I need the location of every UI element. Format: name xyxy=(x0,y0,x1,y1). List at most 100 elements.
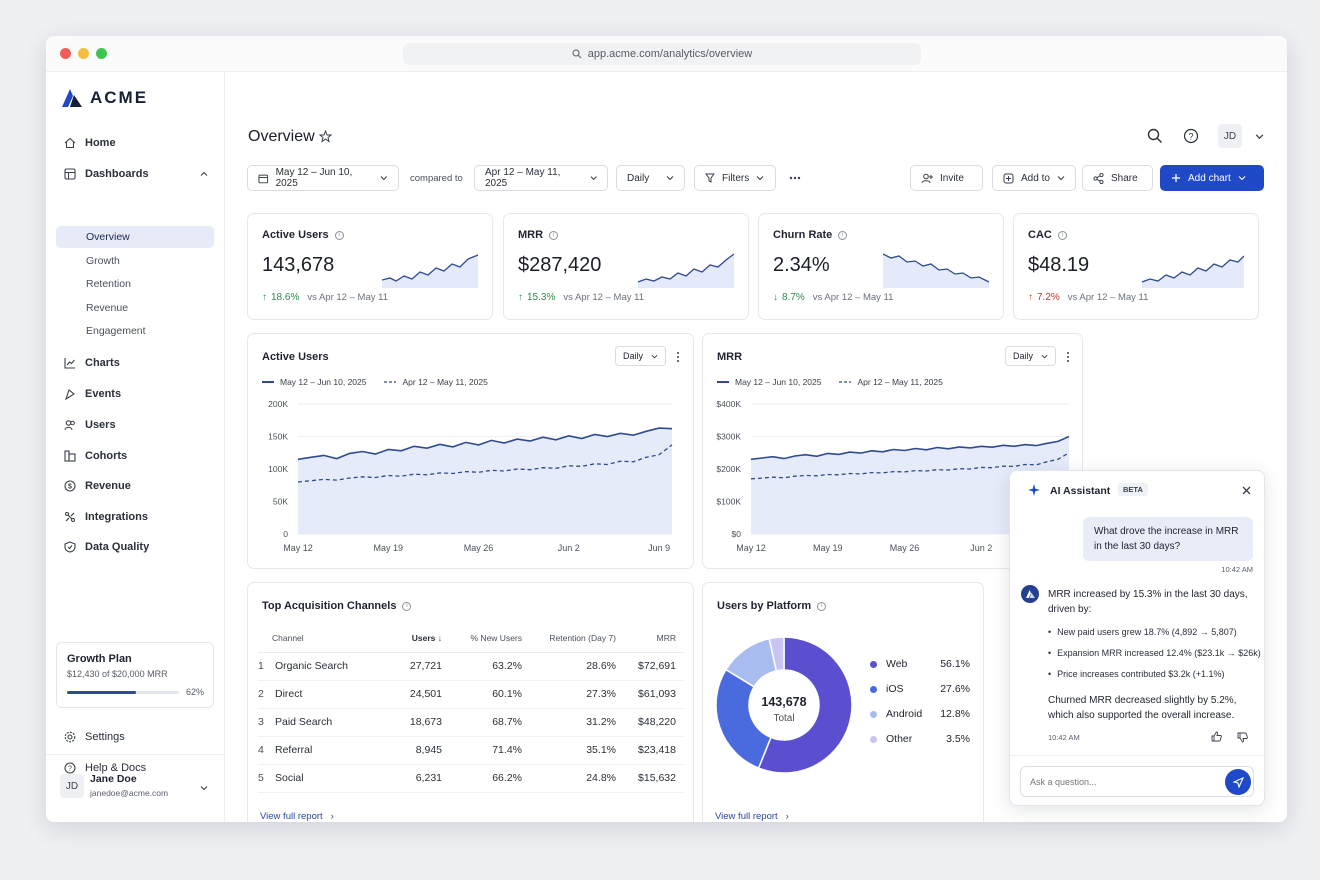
close-icon[interactable] xyxy=(1242,486,1251,495)
users-value: 27,721 xyxy=(409,660,442,672)
compare-range-picker[interactable]: Apr 12 – May 11, 2025 xyxy=(474,165,608,191)
kpi-delta: ↑ 15.3% vs Apr 12 – May 11 xyxy=(518,292,644,303)
date-range-picker[interactable]: May 12 – Jun 10, 2025 xyxy=(247,165,399,191)
column-header-sorted[interactable]: Users ↓ xyxy=(394,625,442,653)
column-header[interactable]: MRR xyxy=(616,625,684,653)
sidebar-item-users[interactable]: Users xyxy=(56,413,214,437)
thumbs-up-icon[interactable] xyxy=(1211,731,1222,742)
column-header[interactable]: Channel xyxy=(258,625,394,653)
view-full-report-link[interactable]: View full report › xyxy=(715,811,789,822)
invite-button[interactable]: Invite xyxy=(910,165,983,191)
info-icon[interactable]: i xyxy=(549,230,559,240)
add-to-button[interactable]: Add to xyxy=(992,165,1076,191)
sidebar-item-revenue[interactable]: $ Revenue xyxy=(56,474,214,498)
plan-card[interactable]: Growth Plan $12,430 of $20,000 MRR 62% xyxy=(56,642,214,708)
table-row[interactable]: 4 Referral 8,945 71.4% 35.1% $23,418 xyxy=(258,736,684,765)
table-cell: 3 Paid Search xyxy=(258,708,394,737)
sidebar-item-charts[interactable]: Charts xyxy=(56,351,214,375)
sidebar-item-home[interactable]: Home xyxy=(56,131,214,155)
sidebar-subitem-growth[interactable]: Growth xyxy=(56,250,214,272)
chevron-up-icon[interactable] xyxy=(200,170,208,178)
chevron-down-icon[interactable] xyxy=(200,784,208,792)
kpi-card-active-users[interactable]: Active Users i 143,678 ↑ 18.6% vs Apr 12 – … xyxy=(247,213,493,320)
info-icon[interactable]: i xyxy=(402,601,412,611)
granularity-select[interactable]: Daily xyxy=(616,165,685,191)
logo[interactable]: ACME xyxy=(62,88,148,108)
table-row[interactable]: 2 Direct 24,501 60.1% 27.3% $61,093 xyxy=(258,680,684,709)
sidebar-subitem-engagement[interactable]: Engagement xyxy=(56,320,214,342)
more-icon[interactable] xyxy=(789,176,801,180)
ask-question-input[interactable] xyxy=(1020,766,1254,797)
add-chart-button[interactable]: Add chart xyxy=(1160,165,1264,191)
chart-granularity-select[interactable]: Daily xyxy=(1005,346,1057,366)
close-window-button[interactable] xyxy=(60,48,71,59)
chart-granularity-select[interactable]: Daily xyxy=(615,346,667,366)
info-icon[interactable]: i xyxy=(334,230,344,240)
y-tick-label: 200K xyxy=(268,399,288,409)
kpi-card-mrr[interactable]: MRR i $287,420 ↑ 15.3% vs Apr 12 – May 11 xyxy=(503,213,749,320)
column-header[interactable]: Retention (Day 7) xyxy=(522,625,616,653)
pie-slice-ios[interactable] xyxy=(715,668,772,770)
thumbs-down-icon[interactable] xyxy=(1237,732,1248,743)
table-row[interactable]: 1 Organic Search 27,721 63.2% 28.6% $72,691 xyxy=(258,652,684,681)
info-icon[interactable]: i xyxy=(817,601,827,611)
channel-name: Organic Search xyxy=(275,660,348,672)
search-icon[interactable] xyxy=(1147,128,1163,144)
sidebar-item-settings[interactable]: Settings xyxy=(56,725,214,749)
kpi-label: Churn Rate xyxy=(773,229,833,241)
legend-dashed-swatch xyxy=(839,381,852,383)
more-vertical-icon[interactable] xyxy=(676,351,680,363)
new-users-value: 60.1% xyxy=(492,688,522,700)
chart-title: MRR xyxy=(717,351,743,363)
legend-swatch xyxy=(870,735,877,743)
legend-swatch xyxy=(870,685,877,693)
chevron-down-icon[interactable] xyxy=(1255,132,1264,141)
address-bar[interactable]: app.acme.com/analytics/overview xyxy=(403,43,921,65)
table-row[interactable]: 3 Paid Search 18,673 68.7% 31.2% $48,220 xyxy=(258,708,684,737)
sidebar-item-data-quality[interactable]: Data Quality xyxy=(56,535,214,559)
info-icon[interactable]: i xyxy=(838,230,848,240)
help-icon[interactable]: ? xyxy=(1183,128,1199,144)
table-cell: 27.3% xyxy=(522,680,616,709)
sidebar-subitem-retention[interactable]: Retention xyxy=(56,273,214,295)
table-cell: $15,632 xyxy=(616,764,684,793)
sidebar-item-dashboards[interactable]: Dashboards xyxy=(56,162,214,186)
table-cell: 27,721 xyxy=(394,652,442,681)
sidebar-subitem-revenue[interactable]: Revenue xyxy=(56,297,214,319)
message-time: 10:42 AM xyxy=(1221,565,1253,574)
table-cell: 60.1% xyxy=(442,680,522,709)
maximize-window-button[interactable] xyxy=(96,48,107,59)
share-button[interactable]: Share xyxy=(1082,165,1153,191)
kpi-card-churn-rate[interactable]: Churn Rate i 2.34% ↓ 8.7% vs Apr 12 – May 1… xyxy=(758,213,1004,320)
acquisition-card: Top Acquisition Channels i Channel Users … xyxy=(247,582,694,822)
pie-slice-web[interactable] xyxy=(757,636,853,774)
header-avatar[interactable]: JD xyxy=(1218,124,1242,148)
minimize-window-button[interactable] xyxy=(78,48,89,59)
send-button[interactable] xyxy=(1225,769,1251,795)
more-vertical-icon[interactable] xyxy=(1066,351,1070,363)
sidebar-item-events[interactable]: Events xyxy=(56,382,214,406)
view-full-report-link[interactable]: View full report › xyxy=(260,811,334,822)
sidebar-item-label: Users xyxy=(85,419,116,431)
sidebar-item-label: Cohorts xyxy=(85,450,128,462)
filters-button[interactable]: Filters xyxy=(694,165,776,191)
info-icon[interactable]: i xyxy=(1057,230,1067,240)
pie-slice-other[interactable] xyxy=(768,636,785,672)
arrow-up-icon: ↑ xyxy=(518,292,523,303)
kpi-delta: ↑ 7.2% vs Apr 12 – May 11 xyxy=(1028,292,1148,303)
sidebar-item-cohorts[interactable]: Cohorts xyxy=(56,444,214,468)
bullet-dot: • xyxy=(1048,669,1052,679)
sidebar-item-integrations[interactable]: Integrations xyxy=(56,505,214,529)
assistant-outro: Churned MRR decreased slightly by 5.2%, … xyxy=(1048,695,1237,721)
retention-value: 31.2% xyxy=(586,716,616,728)
kpi-card-cac[interactable]: CAC i $48.19 ↑ 7.2% vs Apr 12 – May 11 xyxy=(1013,213,1259,320)
star-icon[interactable] xyxy=(319,130,332,143)
sidebar-subitem-overview[interactable]: Overview xyxy=(56,226,214,248)
y-tick-label: 0 xyxy=(283,529,288,539)
table-row[interactable]: 5 Social 6,231 66.2% 24.8% $15,632 xyxy=(258,764,684,793)
user-profile[interactable]: JD Jane Doe janedoe@acme.com xyxy=(46,754,225,822)
chevron-down-icon xyxy=(380,176,388,181)
column-header[interactable]: % New Users xyxy=(442,625,522,653)
arrow-up-icon: ↑ xyxy=(262,292,267,303)
sidebar-item-help[interactable]: ? Help & Docs xyxy=(56,756,214,780)
